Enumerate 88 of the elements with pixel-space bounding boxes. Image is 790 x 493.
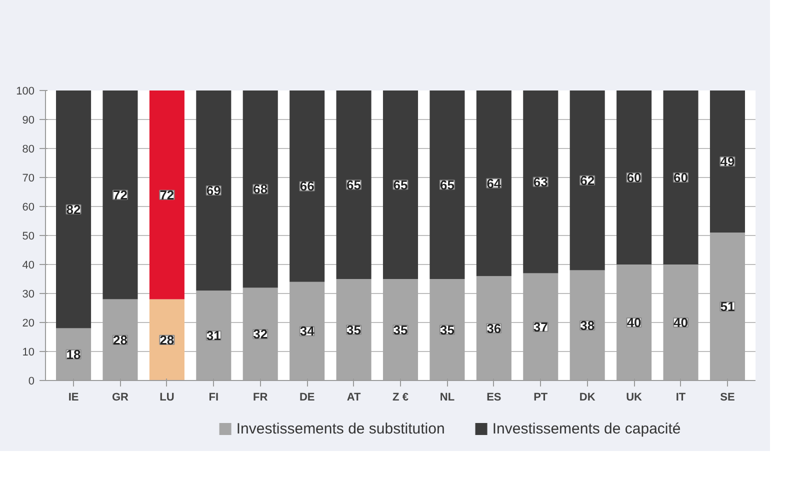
- bar: [149, 90, 184, 300]
- data-label: 72: [113, 187, 128, 202]
- data-label: 34: [300, 324, 316, 339]
- data-label: 60: [626, 170, 642, 185]
- bar: [102, 299, 138, 380]
- bar: [430, 90, 465, 279]
- bar: [430, 279, 465, 380]
- data-label: 36: [486, 320, 502, 336]
- data-label: 60: [674, 170, 688, 185]
- bar: [476, 276, 512, 380]
- data-label: 35: [440, 322, 454, 338]
- x-tick-label: AT: [346, 392, 361, 404]
- y-tick-label: 30: [22, 288, 35, 300]
- bar: [663, 90, 698, 264]
- data-label: 40: [674, 315, 688, 330]
- bar: [290, 90, 325, 282]
- data-label: 82: [66, 202, 81, 217]
- data-label: 51: [720, 299, 735, 314]
- data-label: 38: [580, 318, 595, 333]
- x-tick-label: PT: [534, 392, 548, 404]
- bar: [476, 90, 512, 276]
- y-tick-label: 90: [22, 114, 35, 126]
- bar: [290, 282, 325, 380]
- bar: [616, 90, 652, 264]
- x-tick-label: IT: [676, 392, 686, 404]
- data-label: 65: [346, 177, 362, 192]
- x-tick-label: DE: [299, 392, 315, 404]
- data-label: 72: [160, 187, 174, 202]
- bar: [196, 90, 232, 291]
- bar: [56, 328, 92, 380]
- x-tick-label: IE: [68, 392, 79, 404]
- y-tick-label: 80: [22, 144, 35, 156]
- x-tick-label: ES: [486, 392, 502, 404]
- legend-label: Investissements de capacité: [492, 420, 681, 438]
- data-label: 37: [533, 319, 548, 334]
- bar: [663, 264, 698, 380]
- x-tick-label: Z €: [392, 392, 408, 404]
- x-tick-label: SE: [720, 392, 735, 404]
- data-label: 28: [160, 332, 174, 348]
- data-label: 32: [253, 326, 268, 342]
- legend-label: Investissements de substitution: [236, 420, 445, 438]
- bar: [242, 90, 278, 288]
- x-tick-label: GR: [112, 392, 129, 404]
- y-tick-label: 100: [16, 86, 35, 98]
- data-label: 64: [486, 176, 502, 191]
- data-label: 28: [113, 332, 128, 348]
- bar: [149, 299, 184, 380]
- x-tick-label: FI: [208, 392, 219, 404]
- bar: [102, 90, 138, 300]
- y-tick-label: 10: [22, 346, 35, 358]
- bar: [616, 264, 652, 380]
- data-label: 62: [580, 172, 595, 188]
- y-tick-label: 70: [22, 172, 35, 184]
- data-label: 68: [253, 182, 268, 197]
- data-label: 35: [346, 322, 362, 338]
- bar: [196, 290, 232, 380]
- data-label: 18: [66, 346, 81, 362]
- bar: [56, 90, 92, 328]
- data-label: 49: [720, 154, 735, 170]
- y-tick-label: 60: [22, 202, 35, 214]
- data-label: 63: [533, 174, 548, 190]
- x-tick-label: DK: [579, 392, 596, 404]
- x-tick-label: NL: [440, 392, 455, 404]
- data-label: 66: [300, 178, 314, 194]
- bar: [523, 90, 558, 274]
- data-label: 65: [393, 177, 408, 192]
- y-tick-label: 50: [22, 230, 35, 242]
- bar: [570, 90, 605, 270]
- bar: [336, 90, 372, 279]
- data-label: 35: [393, 322, 408, 338]
- x-tick-label: UK: [626, 392, 642, 404]
- x-tick-label: FR: [253, 392, 268, 404]
- bar: [382, 279, 418, 380]
- data-label: 65: [440, 177, 454, 192]
- bar: [382, 90, 418, 279]
- y-tick-label: 40: [22, 260, 35, 272]
- bar: [242, 288, 278, 380]
- bar: [710, 90, 745, 233]
- data-label: 31: [206, 328, 221, 344]
- x-tick-label: LU: [160, 392, 174, 404]
- bar: [570, 270, 605, 380]
- bar: [710, 232, 745, 380]
- data-label: 69: [206, 183, 221, 198]
- y-tick-label: 0: [28, 376, 35, 388]
- bar: [523, 273, 558, 380]
- data-label: 40: [626, 315, 642, 330]
- y-tick-label: 20: [22, 318, 35, 330]
- bar: [336, 279, 372, 380]
